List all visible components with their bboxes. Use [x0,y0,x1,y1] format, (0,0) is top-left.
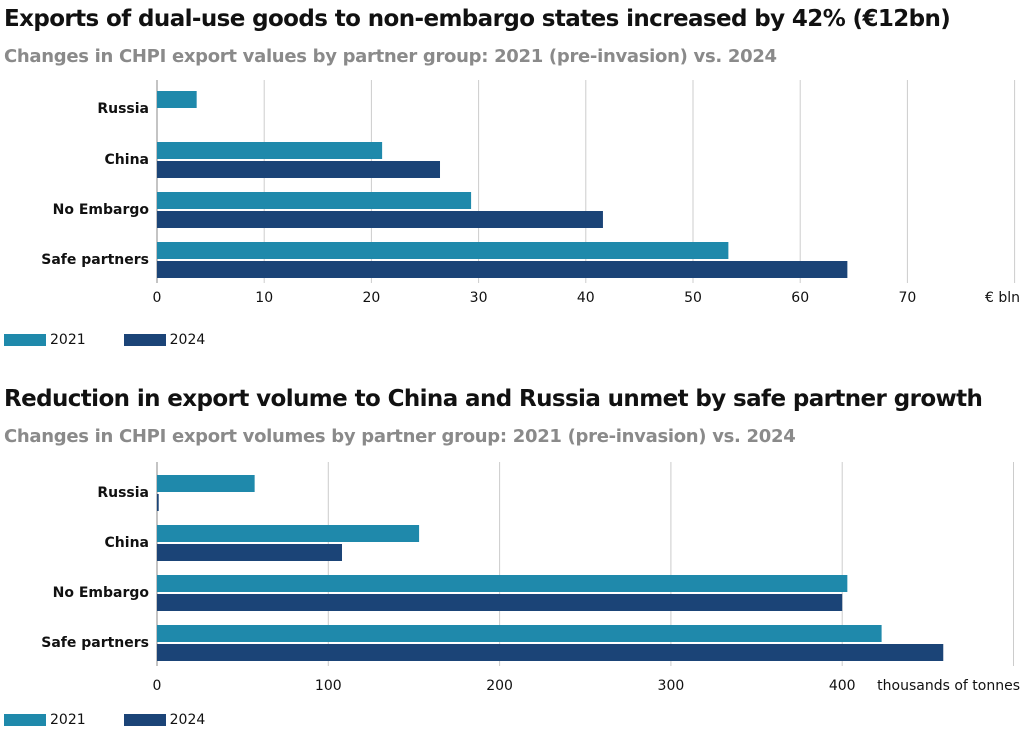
x-tick-label: 10 [255,290,273,306]
legend-label-2024: 2024 [169,712,206,728]
bar-2024-china [157,161,441,178]
x-tick-label: 70 [898,290,916,306]
chart-subtitle: Changes in CHPI export volumes by partne… [4,426,796,447]
x-tick-label: 300 [658,678,685,694]
bar-2024-safe-partners [157,261,848,278]
legend-swatch-2021 [4,334,46,346]
chart-plot-values: Russia China No Embargo Safe partners 0 10 20 3… [41,80,1020,306]
category-label: China [105,152,149,168]
bar-2021-russia [157,475,255,492]
category-label: Russia [97,485,149,501]
category-label: No Embargo [53,202,150,218]
x-tick-label: 200 [486,678,513,694]
chart-title: Reduction in export volume to China and … [4,386,983,412]
x-tick-label: 60 [791,290,809,306]
legend-swatch-2024 [123,714,166,726]
bar-2021-safe-partners [157,625,882,642]
x-tick-label: 400 [829,678,856,694]
x-tick-label: 20 [362,290,380,306]
legend-swatch-2024 [123,334,166,346]
x-tick-label: 0 [153,678,162,694]
bar-2021-china [157,525,420,542]
bar-2024-russia [157,494,159,511]
bar-2021-no-embargo [157,575,848,592]
x-tick-label: 50 [684,290,702,306]
bar-2021-china [157,142,383,159]
bar-2024-no-embargo [157,594,843,611]
legend-item-2021: 2021 [4,332,86,348]
bar-2021-russia [157,91,197,108]
bar-2024-china [157,544,343,561]
bar-2024-safe-partners [157,644,944,661]
chart-legend: 2021 2024 [4,332,243,348]
legend-label-2021: 2021 [50,332,86,348]
bar-2021-no-embargo [157,192,472,209]
chart-subtitle: Changes in CHPI export values by partner… [4,46,777,67]
legend-item-2024: 2024 [123,712,206,728]
chart-panel-values: Exports of dual-use goods to non-embargo… [0,0,1024,360]
x-axis-unit-label: € bln [985,290,1020,306]
chart-title: Exports of dual-use goods to non-embargo… [4,6,951,32]
category-label: No Embargo [53,585,150,601]
bar-2021-safe-partners [157,242,729,259]
bar-2024-no-embargo [157,211,603,228]
category-label: Safe partners [41,635,149,651]
legend-swatch-2021 [4,714,46,726]
x-tick-label: 30 [470,290,488,306]
x-axis-unit-label: thousands of tonnes [877,678,1020,694]
category-label: Russia [97,101,149,117]
category-label: China [105,535,149,551]
x-tick-label: 40 [577,290,595,306]
category-label: Safe partners [41,252,149,268]
chart-legend: 2021 2024 [4,712,243,728]
legend-label-2024: 2024 [169,332,206,348]
legend-item-2021: 2021 [4,712,86,728]
legend-item-2024: 2024 [123,332,206,348]
legend-label-2021: 2021 [50,712,86,728]
x-tick-label: 0 [153,290,162,306]
x-tick-label: 100 [315,678,342,694]
